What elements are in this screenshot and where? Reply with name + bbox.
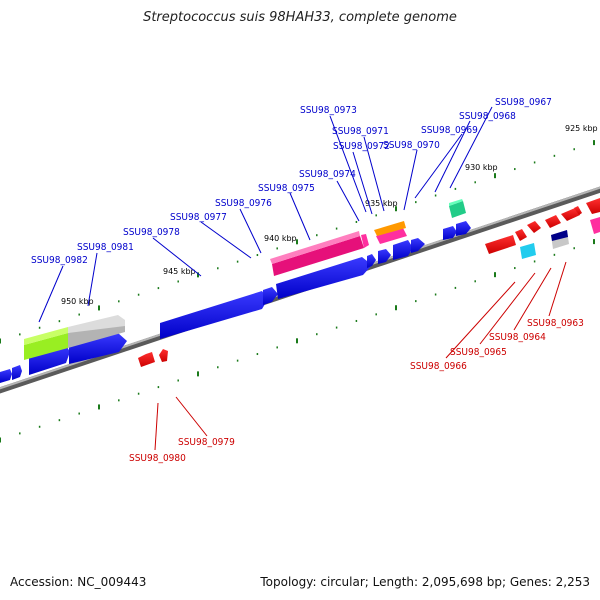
gene-arrow	[586, 198, 600, 214]
gene-arrow	[393, 240, 413, 260]
gene-arrow	[378, 249, 391, 264]
tick-label: 945 kbp	[163, 267, 196, 276]
gene-arrow	[24, 327, 68, 345]
gene-arrow	[367, 254, 376, 268]
gene-label: SSU98_0966	[410, 361, 467, 372]
gene-arrow	[561, 208, 580, 221]
gene-arrow	[515, 229, 527, 241]
gene-arrow	[263, 287, 278, 305]
tick-label: 940 kbp	[264, 234, 297, 243]
gene-arrow	[456, 221, 471, 236]
gene-arrow	[374, 221, 406, 236]
gene-label: SSU98_0969	[421, 125, 478, 136]
gene-arrow	[449, 199, 463, 206]
gene-label: SSU98_0974	[299, 169, 356, 180]
reverse-strand-genes	[138, 198, 600, 367]
tick-label: 930 kbp	[465, 163, 498, 172]
gene-label: SSU98_0977	[170, 212, 227, 223]
gene-label: SSU98_0965	[450, 347, 507, 358]
gene-arrow	[12, 365, 22, 380]
gene-arrow	[160, 291, 268, 339]
map-title: Streptococcus suis 98HAH33, complete gen…	[143, 10, 457, 25]
gene-arrow	[68, 315, 125, 333]
accession-text: Accession: NC_009443	[10, 575, 147, 589]
gene-arrow	[0, 369, 12, 383]
gene-label: SSU98_0976	[215, 198, 272, 209]
gene-arrow	[276, 257, 372, 299]
gene-arrow	[270, 231, 360, 264]
gene-label: SSU98_0980	[129, 453, 186, 464]
gene-label: SSU98_0970	[383, 140, 440, 151]
reverse-gene-labels: SSU98_0963 SSU98_0964 SSU98_0965 SSU98_0…	[129, 318, 584, 464]
gene-arrow	[590, 217, 600, 234]
gene-arrow	[138, 352, 155, 367]
genome-summary-text: Topology: circular; Length: 2,095,698 bp…	[260, 575, 590, 589]
gene-arrow	[361, 234, 369, 248]
gene-arrow	[29, 345, 70, 375]
gene-label: SSU98_0973	[300, 105, 357, 116]
gene-arrow	[159, 349, 168, 362]
gene-arrow	[443, 226, 457, 240]
gene-arrow	[376, 228, 407, 244]
gene-arrow	[574, 206, 582, 215]
gene-label: SSU98_0981	[77, 242, 134, 253]
tick-label: 935 kbp	[365, 199, 398, 208]
gene-arrow	[69, 333, 127, 364]
gene-label: SSU98_0972	[333, 141, 390, 152]
gene-arrow	[527, 221, 541, 233]
gene-arrow	[551, 230, 568, 241]
scale-labels: 925 kbp 930 kbp 935 kbp 940 kbp 945 kbp …	[61, 124, 598, 306]
gene-arrow	[520, 243, 536, 259]
gene-arrow	[24, 333, 68, 360]
gene-arrow	[272, 236, 364, 276]
gene-label: SSU98_0975	[258, 183, 315, 194]
gene-arrow	[449, 201, 466, 218]
scale-ticks	[0, 140, 595, 443]
gene-arrow	[411, 238, 425, 253]
tick-label: 950 kbp	[61, 297, 94, 306]
gene-label: SSU98_0978	[123, 227, 180, 238]
gene-arrow	[485, 235, 516, 254]
gene-label: SSU98_0971	[332, 126, 389, 137]
gene-label: SSU98_0967	[495, 97, 552, 108]
gene-label: SSU98_0968	[459, 111, 516, 122]
tick-label: 925 kbp	[565, 124, 598, 133]
gene-arrow	[545, 215, 561, 228]
forward-gene-labels: SSU98_0967 SSU98_0968 SSU98_0969 SSU98_0…	[31, 97, 552, 266]
gene-label: SSU98_0964	[489, 332, 546, 343]
gene-label: SSU98_0982	[31, 255, 88, 266]
forward-strand-genes	[0, 199, 471, 383]
gene-label: SSU98_0963	[527, 318, 584, 329]
label-leader-lines	[38, 106, 567, 451]
gene-label: SSU98_0979	[178, 437, 235, 448]
